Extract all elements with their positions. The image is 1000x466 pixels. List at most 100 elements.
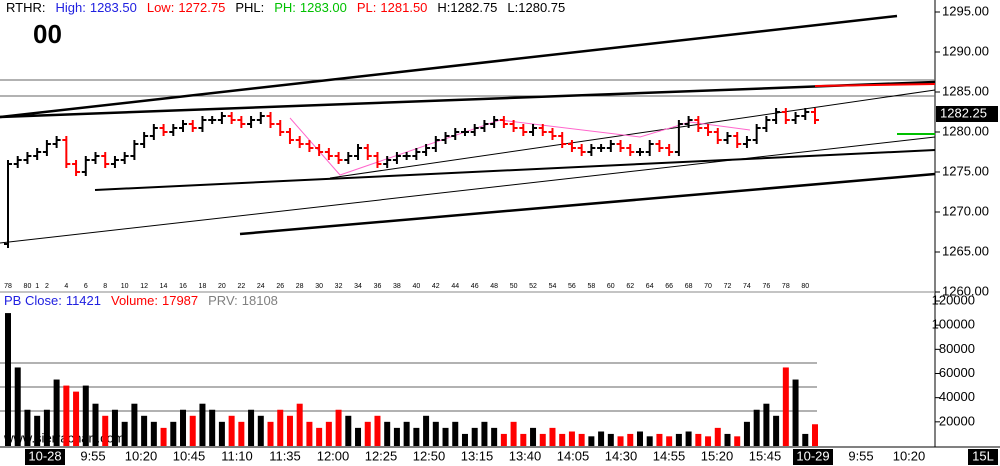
corner-label: 15L <box>972 448 994 463</box>
volume-bar <box>442 427 449 446</box>
volume-bar <box>306 421 313 446</box>
bar-number-label: 70 <box>704 283 712 290</box>
bar-number-label: 10 <box>121 283 129 290</box>
volume-bar <box>53 379 60 446</box>
header-row: RTHR: High: 1283.50 Low: 1272.75 PHL: PH: 1283.… <box>6 0 565 15</box>
header-item: PL: <box>357 0 377 15</box>
volume-bar <box>345 415 352 446</box>
time-label: 11:10 <box>221 448 253 463</box>
bar-number-label: 1 <box>35 283 39 290</box>
volume-bar <box>549 427 556 446</box>
bar-number-label: 68 <box>685 283 693 290</box>
y-tick-label: 1295.00 <box>942 3 989 18</box>
volume-bar <box>257 415 264 446</box>
volume-bar <box>646 436 653 446</box>
header-item: 11421 <box>66 293 101 308</box>
reference-line <box>814 83 936 87</box>
volume-bar <box>111 409 118 446</box>
y-tick-label: 1265.00 <box>942 243 989 258</box>
bar-number-label: 48 <box>490 283 498 290</box>
time-label: 10-28 <box>28 448 61 463</box>
volume-bar <box>374 415 381 446</box>
volume-bar <box>763 403 770 446</box>
bar-number-label: 34 <box>354 283 362 290</box>
volume-bar <box>316 427 323 446</box>
header-item: L:1280.75 <box>507 0 565 15</box>
corner-box <box>968 449 998 465</box>
time-label: 15:45 <box>749 448 782 463</box>
volume-bar <box>792 379 799 446</box>
volume-bar <box>588 436 595 446</box>
trend-line <box>239 172 936 236</box>
bar-number-label: 58 <box>587 283 595 290</box>
last-price-box <box>936 106 998 122</box>
header-item: PHL: <box>235 0 264 15</box>
trend-line <box>94 149 936 191</box>
y-tick-label: 1280.00 <box>942 123 989 138</box>
bar-number-label: 4 <box>64 283 68 290</box>
volume-bar <box>539 433 546 446</box>
volume-bar <box>812 424 818 446</box>
volume-bar <box>384 421 391 446</box>
volume-bar <box>218 421 225 446</box>
bar-number-label: 12 <box>140 283 148 290</box>
header-item: 1283.00 <box>300 0 347 15</box>
bar-number-label: 2 <box>45 283 49 290</box>
header-item: H:1282.75 <box>437 0 497 15</box>
bar-number-label: 22 <box>237 283 245 290</box>
volume-bar <box>695 433 702 446</box>
volume-bar <box>598 431 605 446</box>
volume-bar <box>734 436 741 446</box>
bar-number-label: 32 <box>335 283 343 290</box>
volume-bar <box>714 427 721 446</box>
volume-bar <box>753 409 760 446</box>
volume-bar <box>520 433 527 446</box>
header-item: Volume: <box>111 293 158 308</box>
volume-bar <box>43 409 50 446</box>
bar-number-label: 52 <box>529 283 537 290</box>
bar-number-label: 8 <box>103 283 107 290</box>
header-item: PRV: <box>208 293 238 308</box>
y-tick-label: 1275.00 <box>942 163 989 178</box>
bar-number-label: 80 <box>24 283 32 290</box>
last-price-label: 1282.25 <box>940 105 987 120</box>
time-label: 11:35 <box>269 448 301 463</box>
bar-number-label: 38 <box>393 283 401 290</box>
volume-bar <box>24 409 31 446</box>
volume-bar <box>773 415 780 446</box>
time-label: 13:15 <box>461 448 494 463</box>
volume-bar <box>199 403 206 446</box>
bar-number-label: 74 <box>743 283 751 290</box>
bar-number-label: 62 <box>626 283 634 290</box>
header-item: 1281.50 <box>380 0 427 15</box>
bar-number-label: 18 <box>199 283 207 290</box>
zigzag-line <box>289 117 751 176</box>
volume-bar <box>73 391 80 446</box>
time-label: 9:55 <box>848 448 873 463</box>
volume-bar <box>705 436 712 446</box>
volume-bar <box>335 409 342 446</box>
bar-number-label: 14 <box>160 283 168 290</box>
volume-bar <box>296 403 303 446</box>
volume-bar <box>150 421 157 446</box>
header-row: PB Close: 11421 Volume: 17987 PRV: 18108 <box>4 293 278 308</box>
header-item: PB Close: <box>4 293 62 308</box>
y-tick-label: 120000 <box>932 292 975 307</box>
volume-bar <box>364 421 371 446</box>
bar-number-label: 16 <box>179 283 187 290</box>
time-label: 10:45 <box>173 448 206 463</box>
time-label: 15:20 <box>701 448 734 463</box>
time-label: 12:25 <box>365 448 398 463</box>
volume-bar <box>209 409 216 446</box>
bar-number-label: 40 <box>412 283 420 290</box>
time-label: 12:50 <box>413 448 446 463</box>
y-tick-label: 20000 <box>939 413 975 428</box>
volume-bar <box>277 409 284 446</box>
header-item: Low: <box>147 0 174 15</box>
date-box <box>25 449 65 465</box>
volume-bar <box>530 427 537 446</box>
bar-number-label: 6 <box>84 283 88 290</box>
time-label: 10:20 <box>893 448 926 463</box>
